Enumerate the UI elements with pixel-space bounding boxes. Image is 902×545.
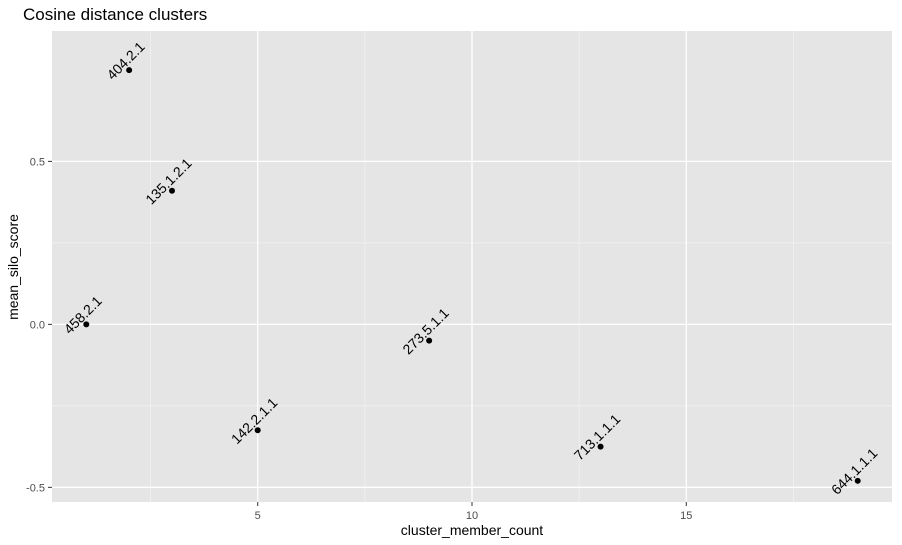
x-tick-label: 15 bbox=[680, 510, 692, 522]
x-tick-label: 10 bbox=[466, 510, 478, 522]
y-axis-title: mean_silo_score bbox=[5, 214, 21, 320]
major-gridlines bbox=[52, 31, 892, 502]
data-point bbox=[169, 187, 175, 194]
x-axis-title: cluster_member_count bbox=[401, 522, 544, 538]
data-points bbox=[83, 67, 861, 484]
x-axis: 5 10 15 bbox=[255, 502, 692, 522]
y-tick-label: 0.0 bbox=[30, 319, 45, 331]
data-point bbox=[426, 337, 433, 344]
y-axis: -0.5 0.0 0.5 bbox=[26, 156, 52, 494]
data-point bbox=[597, 443, 604, 450]
chart-title: Cosine distance clusters bbox=[23, 5, 207, 24]
data-point bbox=[254, 427, 261, 434]
data-point bbox=[83, 321, 90, 328]
y-tick-label: 0.5 bbox=[30, 156, 45, 168]
y-tick-label: -0.5 bbox=[26, 482, 45, 494]
x-tick-label: 5 bbox=[255, 510, 261, 522]
data-point bbox=[854, 477, 861, 484]
data-point bbox=[126, 67, 133, 74]
